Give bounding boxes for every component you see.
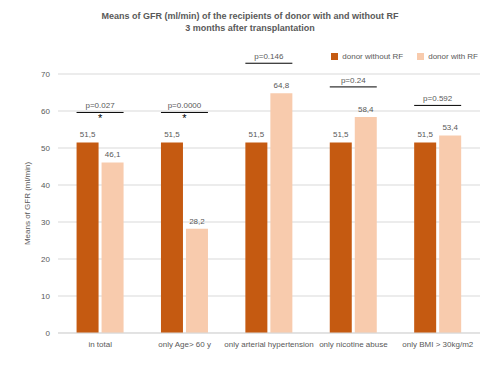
svg-text:*: * bbox=[182, 112, 187, 124]
svg-text:p=0.592: p=0.592 bbox=[423, 94, 453, 103]
svg-text:51,5: 51,5 bbox=[164, 130, 180, 139]
html-text:donor with RF: donor with RF bbox=[428, 52, 478, 61]
svg-text:53,4: 53,4 bbox=[442, 123, 458, 132]
svg-text:60: 60 bbox=[41, 107, 50, 116]
svg-text:51,5: 51,5 bbox=[249, 130, 265, 139]
svg-text:only BMI > 30kg/m2: only BMI > 30kg/m2 bbox=[402, 340, 473, 349]
svg-text:51,5: 51,5 bbox=[80, 130, 96, 139]
svg-text:p=0.146: p=0.146 bbox=[254, 52, 284, 61]
svg-text:only Age> 60 y: only Age> 60 y bbox=[158, 340, 211, 349]
svg-text:70: 70 bbox=[41, 70, 50, 79]
svg-text:only arterial hypertension: only arterial hypertension bbox=[224, 340, 313, 349]
svg-text:p=0.027: p=0.027 bbox=[85, 101, 115, 110]
svg-text:0: 0 bbox=[46, 329, 51, 338]
svg-text:Means of GFR (ml/min): Means of GFR (ml/min) bbox=[23, 162, 32, 245]
svg-text:40: 40 bbox=[41, 181, 50, 190]
svg-text:46,1: 46,1 bbox=[105, 150, 121, 159]
svg-text:51,5: 51,5 bbox=[417, 130, 433, 139]
svg-text:50: 50 bbox=[41, 144, 50, 153]
svg-text:p=0.0000: p=0.0000 bbox=[168, 101, 202, 110]
svg-text:only nicotine abuse: only nicotine abuse bbox=[319, 340, 388, 349]
svg-text:64,8: 64,8 bbox=[274, 81, 290, 90]
html-text:Means of GFR (ml/min) of the r: Means of GFR (ml/min) of the recipients … bbox=[101, 11, 399, 33]
svg-text:20: 20 bbox=[41, 255, 50, 264]
svg-text:58,4: 58,4 bbox=[358, 105, 374, 114]
html-text:donor without RF: donor without RF bbox=[342, 52, 404, 61]
svg-text:*: * bbox=[98, 112, 103, 124]
svg-text:28,2: 28,2 bbox=[189, 217, 205, 226]
svg-text:p=0.24: p=0.24 bbox=[341, 76, 366, 85]
svg-text:10: 10 bbox=[41, 292, 50, 301]
svg-text:in total: in total bbox=[88, 340, 112, 349]
svg-text:51,5: 51,5 bbox=[333, 130, 349, 139]
svg-text:30: 30 bbox=[41, 218, 50, 227]
